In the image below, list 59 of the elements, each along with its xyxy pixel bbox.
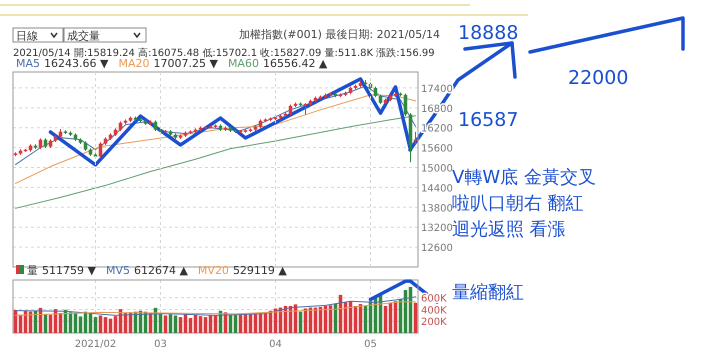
candlestick (288, 104, 292, 116)
bar (334, 303, 338, 333)
line-series (15, 296, 416, 316)
annotation: 612674 ▲ (134, 264, 188, 277)
y-tick-label: 15000 (421, 164, 453, 175)
candlestick (378, 94, 382, 105)
candlestick (118, 120, 122, 132)
text: MA60 (228, 57, 259, 70)
annotation: 529119 ▲ (232, 264, 288, 277)
y-tick-label: 400K (421, 305, 448, 316)
text: 18888 (458, 22, 518, 44)
candlestick (44, 138, 48, 148)
bar (164, 316, 168, 333)
candlestick (404, 93, 408, 117)
text: MA5 (16, 57, 40, 70)
text: 量縮翻紅 (452, 282, 524, 303)
text: V轉W底 金黃交叉 (452, 167, 596, 188)
text: 22000 (568, 67, 628, 89)
chart-title: 加權指數(#001) 最後日期: 2021/05/14 (239, 28, 440, 41)
line-series (15, 301, 416, 316)
candlestick (98, 142, 102, 158)
candlestick (84, 140, 88, 152)
bar (148, 312, 152, 333)
text: 啦叭口朝右 翻紅 (452, 193, 584, 214)
text: MA20 (118, 57, 150, 70)
y-tick-label: 13200 (421, 223, 453, 234)
text: MV5 (106, 264, 130, 277)
text: 17007.25 ▼ (153, 57, 218, 70)
x-tick-label: 04 (269, 339, 282, 350)
bar (298, 312, 302, 333)
y-tick-label: 14400 (421, 183, 453, 194)
line-series (15, 115, 416, 209)
candlestick (414, 131, 418, 145)
y-tick-label: 12600 (421, 243, 453, 254)
annotation: 511759 ▼ (42, 264, 96, 277)
y-tick-label: 200K (421, 317, 448, 328)
y-tick-label: 15600 (421, 144, 453, 155)
bar (218, 310, 222, 333)
text: 成交量 (67, 30, 100, 42)
candlestick (154, 120, 158, 132)
text: 16556.42 ▲ (262, 57, 328, 70)
x-tick-label: 2021/02 (74, 339, 116, 350)
candlestick (374, 86, 378, 98)
candlestick (38, 138, 42, 150)
line-series (15, 94, 416, 184)
line-series (15, 85, 416, 166)
legend-label: 量 (27, 264, 38, 277)
bar (44, 314, 48, 333)
bar (414, 302, 418, 333)
text: 日線 (16, 30, 38, 42)
x-tick-label: 05 (364, 339, 377, 350)
text: 迴光返照 看漲 (452, 219, 566, 240)
x-tick-label: 03 (154, 339, 167, 350)
chart-subtitle: 2021/05/14 開:15819.24 高:16075.48 低:15702.1 收:15827.09 量:511.8K 漲跌:156.99 (13, 47, 435, 59)
bar (38, 308, 42, 333)
text: MV20 (198, 264, 229, 277)
text: 16243.66 ▼ (44, 57, 109, 70)
text: 16587 (458, 109, 518, 131)
y-tick-label: 13800 (421, 203, 453, 214)
